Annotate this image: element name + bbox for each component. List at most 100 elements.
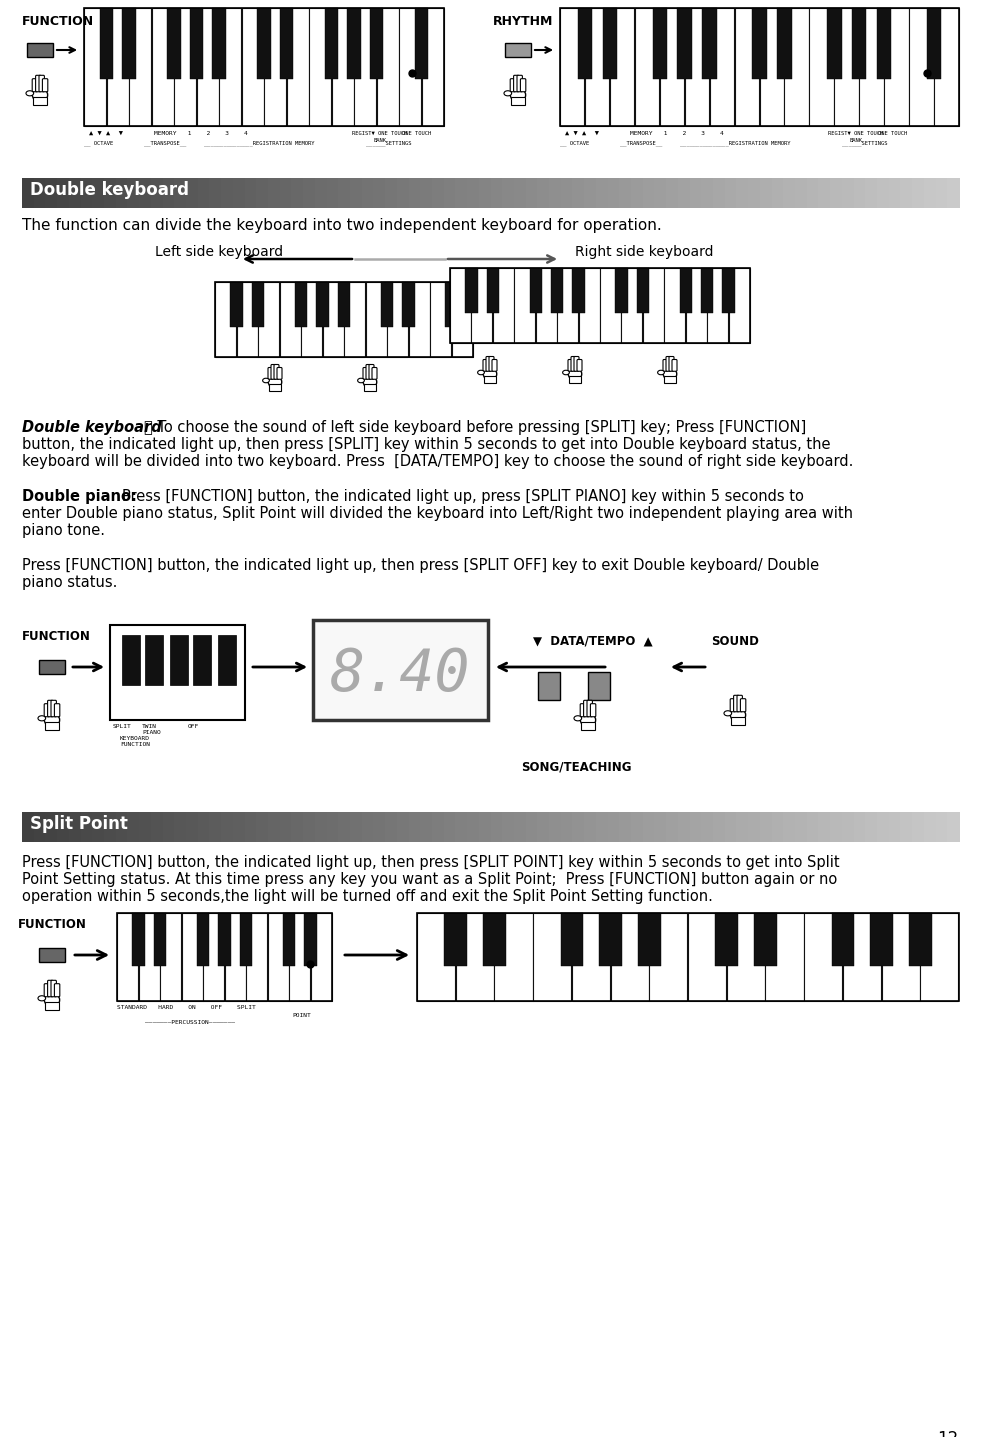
Bar — [492, 267, 514, 343]
Text: TWIN
PIANO: TWIN PIANO — [142, 724, 161, 734]
FancyBboxPatch shape — [666, 356, 671, 371]
Bar — [122, 635, 140, 685]
Bar — [514, 812, 527, 842]
FancyBboxPatch shape — [54, 984, 60, 997]
FancyBboxPatch shape — [663, 359, 668, 371]
FancyBboxPatch shape — [492, 359, 497, 371]
Bar — [889, 812, 902, 842]
Bar — [100, 9, 113, 79]
Bar — [465, 267, 478, 313]
Bar — [713, 812, 726, 842]
Bar — [643, 812, 655, 842]
Bar — [344, 282, 365, 356]
Bar — [901, 812, 913, 842]
Bar — [415, 9, 428, 79]
Bar — [451, 282, 473, 356]
FancyBboxPatch shape — [730, 698, 736, 711]
Bar — [116, 178, 129, 208]
Bar — [280, 812, 292, 842]
Text: SONG/TEACHING: SONG/TEACHING — [521, 760, 631, 773]
Bar — [338, 178, 351, 208]
Bar — [257, 9, 271, 79]
Bar — [759, 9, 784, 126]
Text: FUNCTION: FUNCTION — [22, 14, 94, 27]
FancyBboxPatch shape — [369, 365, 374, 379]
Bar — [701, 812, 714, 842]
Bar — [221, 812, 233, 842]
Bar — [635, 9, 659, 126]
Bar — [795, 812, 807, 842]
Bar — [602, 9, 617, 79]
Bar — [399, 9, 421, 126]
Bar — [332, 9, 353, 126]
Bar — [752, 9, 767, 79]
Bar — [549, 178, 562, 208]
Bar — [218, 635, 236, 685]
Bar — [313, 619, 488, 720]
Bar — [325, 9, 338, 79]
Bar — [39, 948, 65, 961]
Ellipse shape — [478, 371, 485, 375]
Bar — [514, 267, 536, 343]
Bar — [948, 812, 960, 842]
Text: Left side keyboard: Left side keyboard — [155, 244, 284, 259]
Bar — [256, 812, 269, 842]
Text: Press [FUNCTION] button, the indicated light up, then press [SPLIT POINT] key wi: Press [FUNCTION] button, the indicated l… — [22, 855, 840, 869]
Bar — [666, 812, 679, 842]
Bar — [526, 178, 539, 208]
Bar — [927, 9, 942, 79]
Ellipse shape — [563, 371, 569, 375]
Bar — [84, 9, 444, 126]
Bar — [175, 178, 187, 208]
FancyBboxPatch shape — [489, 356, 494, 371]
Bar — [57, 178, 70, 208]
Text: BANK: BANK — [850, 138, 863, 144]
Bar — [219, 9, 241, 126]
FancyBboxPatch shape — [44, 984, 50, 997]
Bar — [870, 912, 893, 966]
Bar — [151, 812, 164, 842]
Bar — [754, 912, 777, 966]
Text: 8.40: 8.40 — [331, 647, 471, 704]
Bar — [654, 178, 667, 208]
Ellipse shape — [574, 716, 582, 721]
Bar — [443, 812, 456, 842]
Bar — [505, 43, 531, 57]
Bar — [664, 267, 685, 343]
Bar — [291, 812, 304, 842]
Text: button, the indicated light up, then press [SPLIT] key within 5 seconds to get i: button, the indicated light up, then pre… — [22, 437, 831, 453]
Bar — [151, 178, 164, 208]
Bar — [236, 282, 257, 356]
Bar — [303, 178, 316, 208]
Text: piano status.: piano status. — [22, 575, 118, 591]
Bar — [806, 812, 819, 842]
Bar — [479, 812, 491, 842]
Bar — [585, 9, 609, 126]
FancyBboxPatch shape — [669, 356, 674, 371]
Bar — [145, 635, 163, 685]
Text: enter Double piano status, Split Point will divided the keyboard into Left/Right: enter Double piano status, Split Point w… — [22, 506, 853, 522]
Bar — [484, 912, 505, 966]
Bar — [104, 178, 117, 208]
FancyBboxPatch shape — [587, 700, 593, 717]
Bar — [354, 9, 376, 126]
Ellipse shape — [730, 708, 746, 721]
Bar — [889, 178, 902, 208]
Text: MEMORY   1    2    3    4: MEMORY 1 2 3 4 — [630, 131, 724, 137]
Bar — [678, 812, 691, 842]
Bar — [366, 282, 387, 356]
Bar — [213, 9, 226, 79]
Text: POINT: POINT — [292, 1013, 311, 1017]
Text: OFF: OFF — [188, 724, 199, 729]
Bar — [502, 812, 515, 842]
Bar — [386, 812, 398, 842]
Bar — [203, 912, 224, 1002]
Ellipse shape — [568, 368, 582, 379]
Bar — [197, 912, 209, 966]
Bar — [749, 178, 761, 208]
Ellipse shape — [44, 993, 60, 1007]
Text: The function can divide the keyboard into two independent keyboard for operation: The function can divide the keyboard int… — [22, 218, 662, 233]
Bar — [934, 9, 958, 126]
Bar — [138, 912, 160, 1002]
Bar — [280, 178, 292, 208]
